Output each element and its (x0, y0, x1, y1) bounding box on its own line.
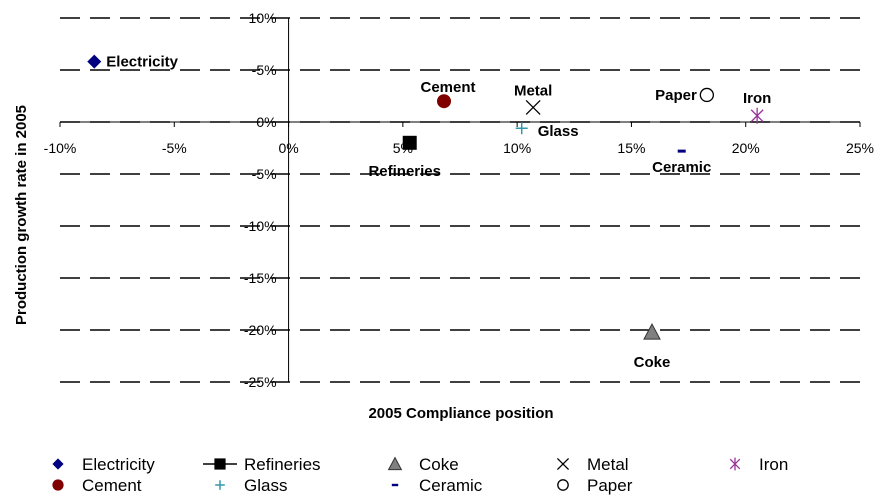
legend-item-metal: Metal (556, 455, 629, 474)
point-glass (515, 122, 528, 135)
legend-label: Coke (419, 455, 459, 474)
legend-label: Metal (587, 455, 629, 474)
y-axis-title: Production growth rate in 2005 (13, 105, 30, 325)
point-iron (750, 107, 764, 124)
point-ceramic (677, 149, 686, 153)
gridlines (60, 17, 860, 383)
y-tick-label: -20% (244, 322, 277, 338)
point-label-iron: Iron (743, 90, 771, 107)
axes (59, 17, 861, 383)
x-tick-label: 25% (846, 140, 874, 156)
y-tick-label: 10% (249, 10, 277, 26)
x-axis-title: 2005 Compliance position (368, 405, 553, 422)
legend: Electricity Refineries Coke Metal Iron Cement… (52, 455, 788, 495)
legend-label: Glass (244, 476, 287, 495)
point-label-coke: Coke (634, 354, 671, 371)
data-points (87, 54, 764, 340)
legend-item-coke: Coke (387, 455, 459, 474)
x-tick-label: 0% (278, 140, 298, 156)
point-label-metal: Metal (514, 82, 552, 99)
y-tick-label: -5% (252, 62, 277, 78)
point-label-refineries: Refineries (368, 163, 441, 180)
y-tick-label: -15% (244, 270, 277, 286)
legend-label: Electricity (82, 455, 155, 474)
x-tick-label: 20% (732, 140, 760, 156)
point-refineries (402, 135, 417, 150)
point-label-ceramic: Ceramic (652, 159, 711, 176)
y-tick-label: -5% (252, 166, 277, 182)
legend-item-refineries: Refineries (203, 455, 321, 474)
legend-label: Iron (759, 455, 788, 474)
x-tick-label: 15% (617, 140, 645, 156)
point-electricity (87, 54, 102, 69)
point-label-cement: Cement (420, 79, 475, 96)
legend-item-cement: Cement (52, 476, 142, 495)
point-label-paper: Paper (655, 87, 697, 104)
legend-item-glass: Glass (215, 476, 287, 495)
point-metal (525, 99, 541, 115)
point-cement (437, 94, 451, 109)
legend-item-ceramic: Ceramic (391, 476, 483, 495)
point-coke (643, 323, 661, 340)
point-labels: Electricity Refineries Coke Metal Iron Cement… (106, 54, 771, 371)
point-label-glass: Glass (538, 123, 579, 140)
x-tick-label: -10% (44, 140, 77, 156)
legend-item-paper: Paper (557, 476, 633, 495)
y-tick-label: 0% (256, 114, 276, 130)
legend-label: Cement (82, 476, 142, 495)
x-tick-label: 10% (503, 140, 531, 156)
point-paper (699, 87, 715, 103)
point-label-electricity: Electricity (106, 54, 178, 71)
y-tick-label: -10% (244, 218, 277, 234)
legend-item-electricity: Electricity (52, 455, 155, 474)
legend-item-iron: Iron (729, 455, 788, 474)
legend-label: Refineries (244, 455, 321, 474)
x-tick-label: -5% (162, 140, 187, 156)
y-tick-label: -25% (244, 374, 277, 390)
legend-label: Ceramic (419, 476, 483, 495)
legend-label: Paper (587, 476, 633, 495)
tick-labels: 10%-5%0%-5%-10%-15%-20%-25%-10%-5%0%5%10… (44, 10, 874, 390)
